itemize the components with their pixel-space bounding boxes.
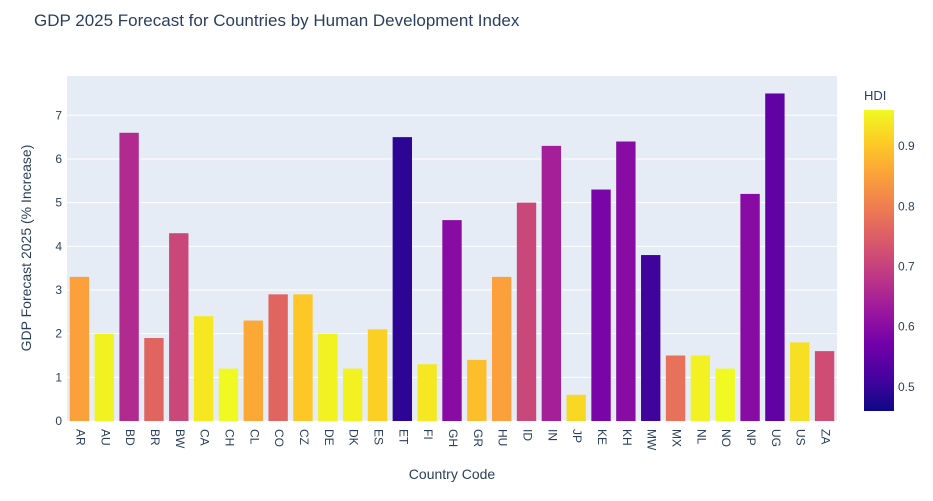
x-tick-label: CH bbox=[222, 429, 236, 446]
x-tick-label: US bbox=[794, 429, 808, 446]
x-tick-label: AR bbox=[73, 429, 87, 446]
bar-us[interactable] bbox=[790, 342, 810, 421]
x-axis-ticks: AR AU BD BR BW CA CH CL CO CZ DE DK ES ET FI GH GR HU ID IN… bbox=[73, 429, 832, 451]
colorbar-title: HDI bbox=[864, 88, 886, 103]
bar-fi[interactable] bbox=[417, 364, 437, 421]
bar-za[interactable] bbox=[814, 351, 835, 421]
x-tick-label: NO bbox=[719, 429, 733, 447]
colorbar bbox=[864, 110, 894, 411]
bar-ca[interactable] bbox=[193, 316, 214, 421]
y-tick-label: 5 bbox=[55, 196, 62, 210]
x-tick-label: DK bbox=[347, 429, 361, 446]
x-tick-label: HU bbox=[496, 429, 510, 446]
colorbar-ticks: 0.5 0.6 0.7 0.8 0.9 bbox=[898, 139, 915, 394]
colorbar-tick-label: 0.6 bbox=[898, 320, 915, 334]
x-tick-label: AU bbox=[98, 429, 112, 446]
x-tick-label: ES bbox=[371, 429, 385, 445]
bar-mx[interactable] bbox=[665, 355, 686, 421]
x-tick-label: JP bbox=[570, 429, 584, 443]
bar-ar[interactable] bbox=[69, 276, 90, 421]
bar-ch[interactable] bbox=[218, 368, 239, 421]
x-tick-label: KE bbox=[595, 429, 609, 445]
y-tick-label: 6 bbox=[55, 152, 62, 166]
x-tick-label: FI bbox=[421, 429, 435, 440]
colorbar-tick-label: 0.7 bbox=[898, 260, 915, 274]
bar-gh[interactable] bbox=[442, 220, 462, 421]
bar-ke[interactable] bbox=[591, 189, 611, 421]
bar-jp[interactable] bbox=[566, 394, 586, 421]
x-tick-label: KH bbox=[620, 429, 634, 446]
x-tick-label: GR bbox=[471, 429, 485, 447]
bar-es[interactable] bbox=[367, 329, 388, 421]
bar-np[interactable] bbox=[740, 193, 760, 421]
x-tick-label: CA bbox=[198, 429, 212, 446]
bar-br[interactable] bbox=[144, 338, 164, 421]
bar-bd[interactable] bbox=[119, 132, 139, 421]
bar-cz[interactable] bbox=[293, 294, 313, 421]
x-tick-label: BW bbox=[173, 429, 187, 449]
bar-dk[interactable] bbox=[342, 368, 363, 421]
bar-kh[interactable] bbox=[616, 141, 636, 421]
colorbar-tick-label: 0.5 bbox=[898, 380, 915, 394]
bar-bw[interactable] bbox=[169, 233, 189, 421]
x-tick-label: BD bbox=[123, 429, 137, 446]
bar-gr[interactable] bbox=[467, 359, 487, 421]
bar-cl[interactable] bbox=[243, 320, 263, 421]
x-tick-label: ET bbox=[396, 429, 410, 445]
bar-mw[interactable] bbox=[641, 255, 661, 421]
x-tick-label: CO bbox=[272, 429, 286, 447]
colorbar-tick-label: 0.9 bbox=[898, 139, 915, 153]
x-tick-label: BR bbox=[148, 429, 162, 446]
bar-au[interactable] bbox=[94, 333, 114, 421]
x-tick-label: DE bbox=[322, 429, 336, 446]
x-tick-label: NP bbox=[744, 429, 758, 446]
x-tick-label: ID bbox=[521, 429, 535, 441]
x-tick-label: CL bbox=[247, 429, 261, 445]
bar-et[interactable] bbox=[392, 137, 413, 422]
x-tick-label: MW bbox=[645, 429, 659, 451]
bars bbox=[69, 93, 835, 422]
bar-ug[interactable] bbox=[765, 93, 785, 421]
y-axis-title: GDP Forecast 2025 (% Increase) bbox=[18, 145, 34, 352]
colorbar-tick-label: 0.8 bbox=[898, 199, 915, 213]
bar-hu[interactable] bbox=[491, 276, 512, 421]
x-tick-label: CZ bbox=[297, 429, 311, 445]
y-tick-label: 0 bbox=[55, 414, 62, 428]
x-tick-label: UG bbox=[769, 429, 783, 447]
y-tick-label: 7 bbox=[55, 108, 62, 122]
x-tick-label: ZA bbox=[819, 429, 833, 444]
bar-de[interactable] bbox=[318, 333, 338, 421]
chart-title: GDP 2025 Forecast for Countries by Human… bbox=[34, 11, 520, 30]
y-tick-label: 1 bbox=[55, 370, 62, 384]
bar-co[interactable] bbox=[268, 294, 288, 421]
x-tick-label: IN bbox=[545, 429, 559, 441]
x-axis-title: Country Code bbox=[409, 466, 496, 482]
bar-id[interactable] bbox=[516, 202, 537, 421]
bar-no[interactable] bbox=[715, 368, 735, 421]
y-axis-ticks: 0 1 2 3 4 5 6 7 bbox=[55, 108, 62, 428]
x-tick-label: GH bbox=[446, 429, 460, 447]
y-tick-label: 4 bbox=[55, 239, 62, 253]
bar-in[interactable] bbox=[541, 145, 562, 421]
x-tick-label: MX bbox=[670, 429, 684, 447]
x-tick-label: NL bbox=[694, 429, 708, 445]
bar-nl[interactable] bbox=[690, 355, 711, 421]
y-tick-label: 2 bbox=[55, 327, 62, 341]
y-tick-label: 3 bbox=[55, 283, 62, 297]
